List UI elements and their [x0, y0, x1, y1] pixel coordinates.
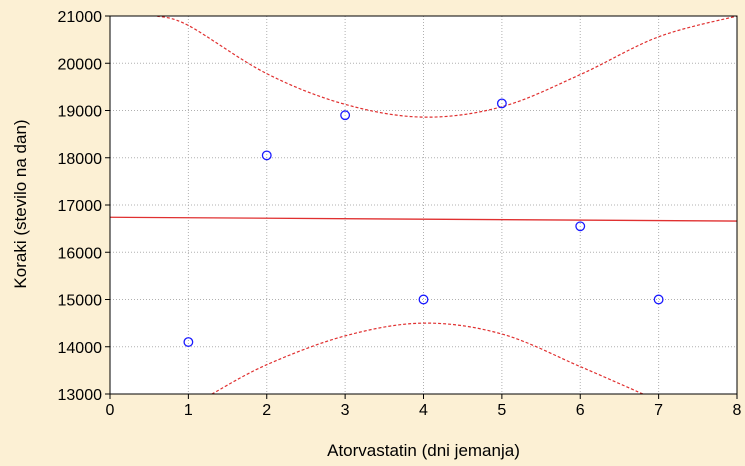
data-point: [183, 337, 194, 347]
data-point: [340, 110, 351, 121]
x-tick-label: 8: [733, 402, 742, 419]
x-tick-label: 5: [497, 402, 506, 419]
y-tick-label: 20000: [58, 56, 103, 73]
y-tick-label: 17000: [58, 198, 103, 215]
y-tick-label: 16000: [58, 245, 103, 262]
data-point: [653, 294, 664, 305]
data-point: [496, 98, 507, 109]
regression-line: [110, 216, 737, 222]
x-tick-label: 1: [184, 402, 193, 419]
y-tick-label: 15000: [58, 293, 103, 310]
x-tick-label: 4: [419, 402, 428, 419]
x-tick-label: 7: [654, 402, 663, 419]
x-tick-label: 3: [341, 402, 350, 419]
y-tick-label: 21000: [58, 9, 103, 26]
x-tick-label: 0: [106, 402, 115, 419]
confidence-band-upper: [156, 16, 737, 118]
y-tick-label: 19000: [58, 104, 103, 121]
x-tick-label: 2: [262, 402, 271, 419]
y-tick-label: 14000: [58, 340, 103, 357]
x-axis-label: Atorvastatin (dni jemanja): [327, 441, 520, 460]
confidence-band-lower: [211, 322, 644, 394]
x-tick-label: 6: [576, 402, 585, 419]
data-point: [575, 221, 586, 232]
y-tick-label: 18000: [58, 151, 103, 168]
data-point: [418, 294, 429, 305]
data-point: [261, 150, 272, 161]
y-tick-label: 13000: [58, 387, 103, 404]
y-axis-label: Koraki (stevilo na dan): [11, 119, 30, 289]
